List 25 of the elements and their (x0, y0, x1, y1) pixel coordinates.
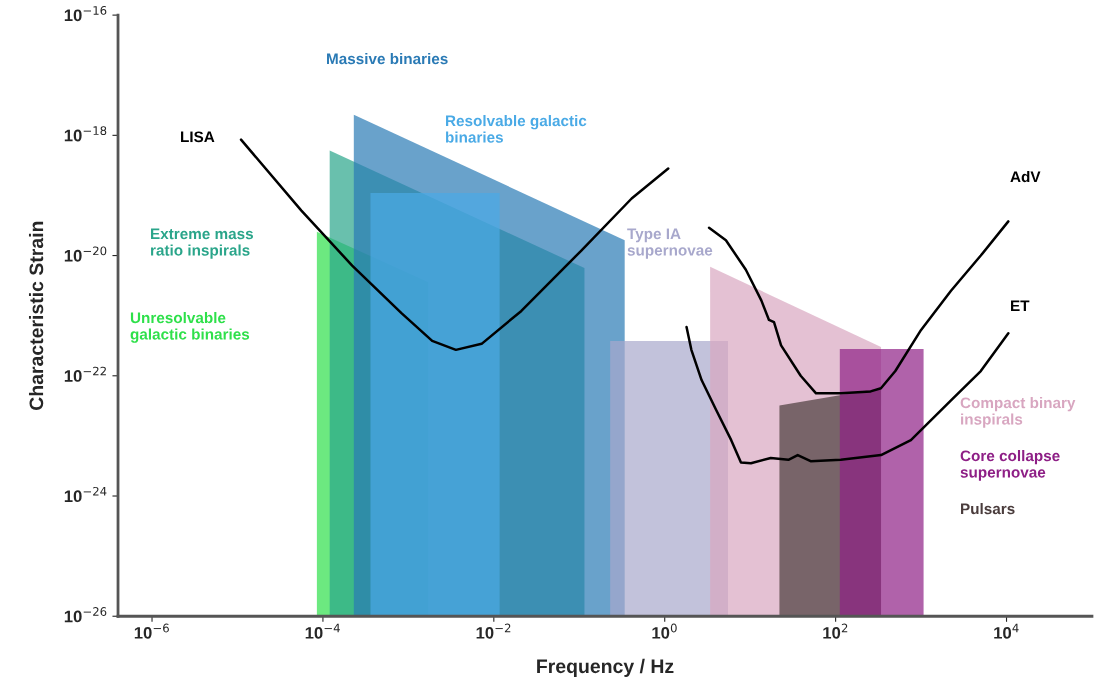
series-label: LISA (181, 131, 215, 143)
x-tick-label: 10$^{−2}$ (476, 623, 511, 639)
x-tick-label: 10$^{0}$ (652, 623, 677, 639)
x-tick-label: 10$^{−6}$ (134, 623, 169, 639)
text: Core collapse supernovae (960, 450, 1060, 481)
text: Type IA supernovae (627, 228, 713, 259)
x-axis-title: Frequency / Hz (537, 658, 674, 677)
x-tick-label: 10$^{2}$ (823, 623, 848, 639)
text: Massive binaries (327, 53, 448, 65)
y-tick-label: 10$^{−16}$ (64, 5, 107, 22)
y-tick-label: 10$^{−18}$ (64, 126, 107, 142)
x-tick-label: 10$^{−4}$ (305, 623, 340, 639)
y-axis-title: Characteristic Strain (28, 221, 44, 410)
text: AdV (1010, 171, 1041, 183)
text: Resolvable galactic binaries (446, 115, 587, 143)
y-tick-label: 10$^{−22}$ (64, 366, 106, 382)
y-tick-label: 10$^{−24}$ (64, 486, 107, 503)
series-label: ET (1011, 300, 1030, 312)
text: Extreme mass ratio inspirals (151, 228, 253, 259)
y-tick-label: 10$^{−20}$ (64, 246, 107, 262)
y-tick-label: 10$^{−26}$ (64, 607, 107, 623)
text: Compact binary inspirals (960, 397, 1076, 428)
text: Pulsars (961, 503, 1015, 515)
text: Unresolvable galactic binaries (130, 312, 250, 343)
x-tick-label: 10$^{4}$ (994, 623, 1019, 639)
